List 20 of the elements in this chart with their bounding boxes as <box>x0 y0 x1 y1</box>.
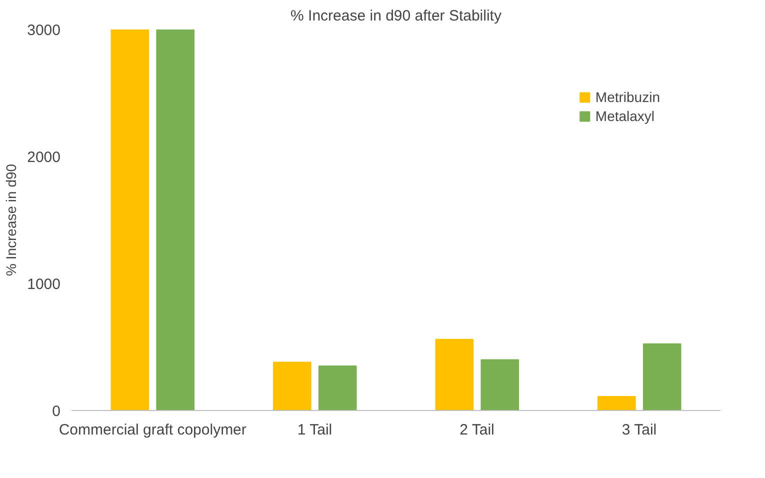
bar <box>435 338 474 410</box>
x-tick-label: 1 Tail <box>297 422 332 438</box>
x-tick-label: 3 Tail <box>622 422 657 438</box>
bar <box>273 362 312 410</box>
y-axis-title: % Increase in d90 <box>3 164 20 276</box>
legend-label: Metribuzin <box>595 89 660 105</box>
x-tick-label: 2 Tail <box>460 422 494 438</box>
bar <box>598 396 636 410</box>
y-tick-label: 0 <box>52 403 60 420</box>
bar <box>110 30 150 410</box>
bar <box>642 343 682 410</box>
bar <box>156 30 194 410</box>
bar <box>480 359 519 410</box>
bar <box>318 366 357 410</box>
chart-title: % Increase in d90 after Stability <box>290 8 502 24</box>
x-tick-label: Commercial graft copolymer <box>58 422 246 438</box>
y-tick-label: 2000 <box>27 149 61 166</box>
legend-label: Metalaxyl <box>595 108 655 124</box>
y-tick-label: 1000 <box>27 276 61 293</box>
y-tick-label: 3000 <box>27 22 61 39</box>
